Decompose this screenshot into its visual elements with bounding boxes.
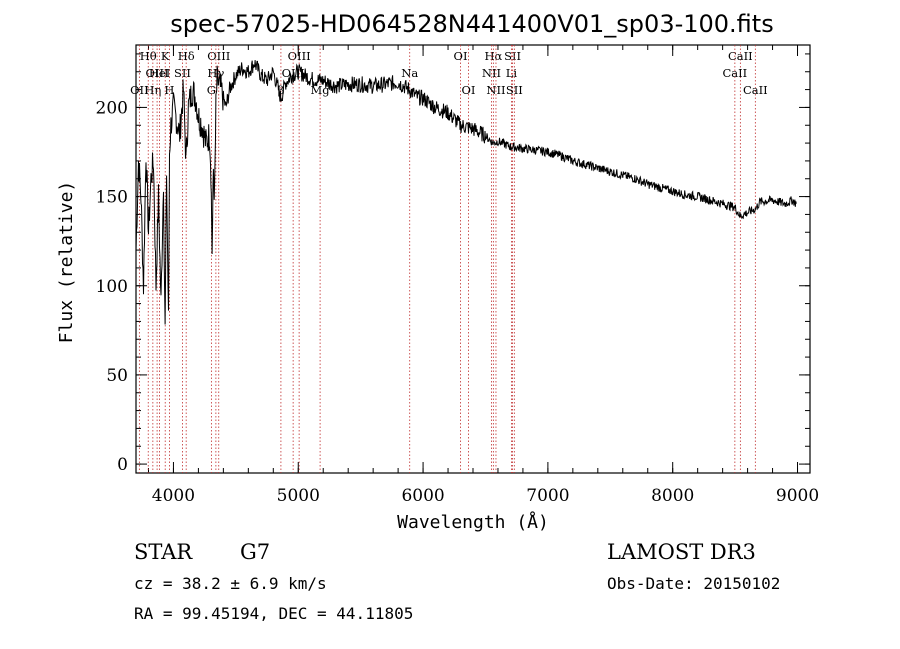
line-marker-label: CaII — [743, 83, 768, 97]
x-tick-label: 6000 — [401, 486, 444, 506]
spectrum-line — [135, 60, 797, 325]
line-marker-label: SII — [504, 49, 521, 63]
chart-title: spec-57025-HD064528N441400V01_sp03-100.f… — [170, 10, 773, 38]
x-tick-label: 8000 — [651, 486, 694, 506]
x-axis-label: Wavelength (Å) — [397, 511, 549, 533]
x-tick-label: 4000 — [152, 486, 195, 506]
y-tick-label: 0 — [117, 455, 128, 475]
line-marker-label: G — [207, 83, 216, 97]
line-marker-label: CaII — [728, 49, 753, 63]
y-tick-label: 100 — [96, 277, 128, 297]
spectrum-series — [135, 60, 797, 325]
line-marker-label: Hη — [144, 83, 161, 97]
line-marker-label: CaII — [722, 66, 747, 80]
line-marker-label: Hδ — [178, 49, 195, 63]
survey-name: LAMOST DR3 — [607, 540, 756, 564]
y-tick-label: 150 — [96, 188, 128, 208]
spectral-subclass: G7 — [240, 540, 271, 564]
line-marker-label: OI — [462, 83, 476, 97]
line-marker-label: OIII — [207, 49, 230, 63]
line-marker-label: Hα — [484, 49, 502, 63]
y-axis-label: Flux (relative) — [56, 181, 77, 344]
line-marker-label: NII — [486, 83, 505, 97]
sky-coordinates: RA = 99.45194, DEC = 44.11805 — [134, 604, 414, 623]
line-marker-label: Hγ — [207, 66, 224, 80]
line-marker-label: SII — [174, 66, 191, 80]
observation-date: Obs-Date: 20150102 — [607, 574, 781, 593]
y-tick-label: 50 — [106, 366, 128, 386]
line-marker-label: OIII — [288, 49, 311, 63]
y-tick-label: 200 — [96, 98, 128, 118]
tick-labels: 4000 5000 6000 7000 8000 9000 0 50 100 150 200 — [96, 98, 820, 506]
redshift-value: cz = 38.2 ± 6.9 km/s — [134, 574, 327, 593]
plot-frame — [135, 44, 811, 474]
line-marker-label: OII — [130, 83, 149, 97]
x-tick-label: 5000 — [277, 486, 320, 506]
x-tick-label: 9000 — [776, 486, 819, 506]
x-tick-label: 7000 — [526, 486, 569, 506]
line-marker-label: β — [278, 83, 285, 97]
line-marker-label: Na — [401, 66, 418, 80]
line-marker-label: OIII — [146, 66, 169, 80]
line-marker-label: SII — [506, 83, 523, 97]
line-marker-label: K — [161, 49, 170, 63]
object-type: STAR — [134, 540, 193, 564]
line-marker-label: Hθ — [140, 49, 157, 63]
line-marker-label: H — [164, 83, 174, 97]
line-marker-label: HeI — [149, 66, 170, 80]
line-marker-label: OI — [454, 49, 468, 63]
axis-ticks — [136, 45, 810, 473]
line-marker-label: Li — [506, 66, 518, 80]
line-marker-label: NII — [482, 66, 501, 80]
